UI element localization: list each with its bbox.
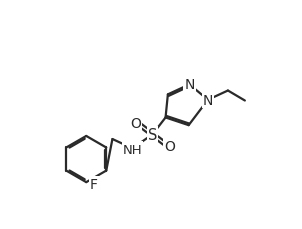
Text: O: O bbox=[164, 139, 175, 153]
Text: N: N bbox=[184, 78, 194, 92]
Text: F: F bbox=[90, 178, 98, 192]
Text: O: O bbox=[130, 116, 141, 130]
Text: S: S bbox=[148, 127, 157, 142]
Text: NH: NH bbox=[123, 143, 142, 156]
Text: N: N bbox=[203, 93, 213, 107]
